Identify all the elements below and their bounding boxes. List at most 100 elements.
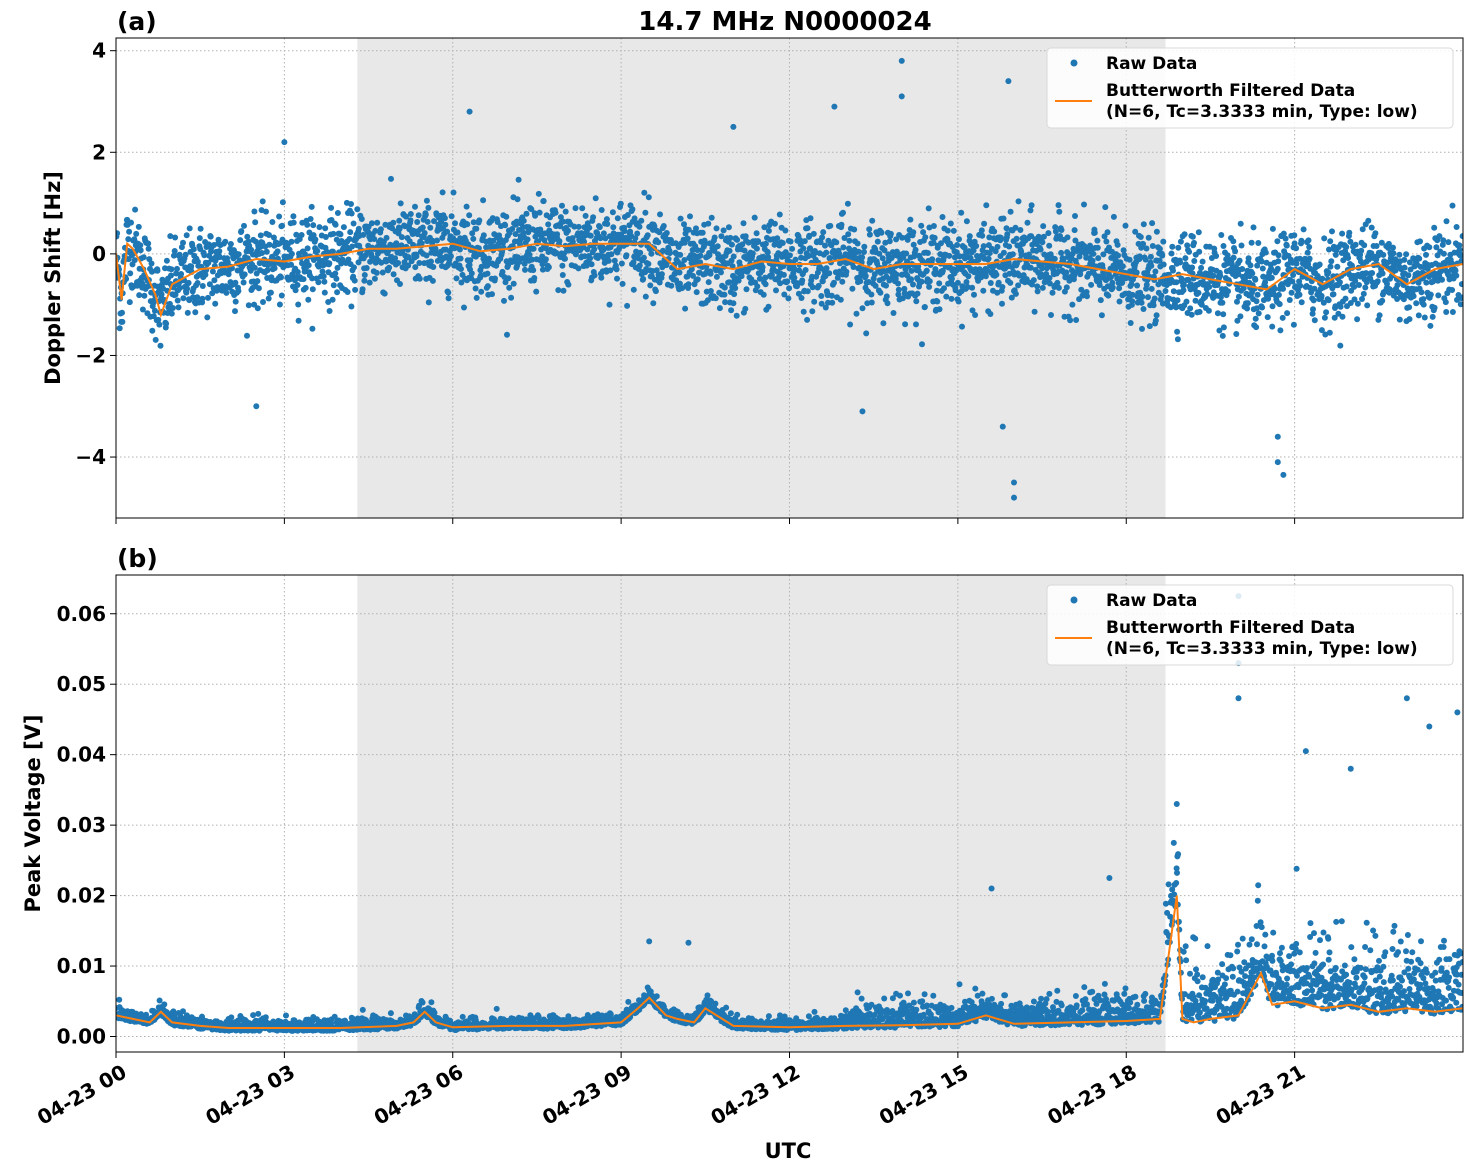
raw-data-point [681, 257, 688, 263]
raw-data-point [514, 254, 521, 261]
raw-data-point [1095, 255, 1102, 262]
raw-data-point [521, 260, 528, 267]
raw-data-point [520, 217, 527, 224]
raw-data-point [373, 269, 380, 276]
raw-data-point [1119, 263, 1126, 270]
raw-data-point [266, 232, 272, 238]
raw-data-point [489, 291, 495, 298]
raw-data-point [656, 279, 663, 286]
raw-data-point [1040, 223, 1047, 230]
raw-data-point [1052, 228, 1059, 235]
raw-data-point [1264, 314, 1271, 321]
raw-data-point [1170, 288, 1177, 295]
raw-data-point [999, 423, 1006, 430]
raw-data-point [1180, 287, 1187, 294]
raw-data-point [1216, 327, 1223, 334]
raw-data-point [1298, 299, 1305, 306]
raw-data-point [676, 269, 683, 276]
raw-data-point [403, 213, 409, 220]
raw-data-point [1084, 293, 1090, 300]
raw-data-point [780, 271, 787, 278]
raw-data-point [531, 275, 538, 281]
raw-data-point [290, 213, 297, 220]
raw-data-point [320, 273, 327, 280]
raw-data-point [1015, 282, 1022, 289]
raw-data-point [1363, 270, 1370, 277]
raw-data-point [1306, 244, 1313, 250]
raw-data-point [1127, 320, 1134, 326]
raw-data-point [512, 231, 519, 238]
raw-data-point [1347, 300, 1354, 306]
raw-data-point [442, 221, 449, 228]
raw-data-point [820, 229, 827, 236]
raw-data-point [818, 300, 825, 307]
raw-data-point [1290, 321, 1297, 328]
raw-data-point [559, 272, 566, 278]
raw-data-point [655, 239, 662, 246]
raw-data-point [1277, 327, 1284, 334]
raw-data-point [1318, 292, 1325, 299]
raw-data-point [1407, 266, 1414, 273]
raw-data-point [132, 206, 139, 213]
raw-data-point [1283, 242, 1290, 249]
raw-data-point [1235, 271, 1242, 278]
raw-data-point [1352, 277, 1359, 284]
raw-data-point [473, 225, 480, 232]
raw-data-point [278, 292, 285, 299]
raw-data-point [245, 302, 252, 309]
raw-data-point [762, 240, 769, 247]
raw-data-point [254, 278, 261, 285]
raw-data-point [206, 281, 213, 288]
raw-data-point [1417, 238, 1423, 245]
raw-data-point [605, 257, 612, 264]
raw-data-point [1351, 296, 1358, 303]
raw-data-point [934, 298, 941, 305]
raw-data-point [263, 208, 269, 215]
raw-data-point [1139, 293, 1146, 300]
raw-data-point [1003, 225, 1010, 232]
raw-data-point [812, 249, 819, 256]
raw-data-point [238, 228, 245, 235]
raw-data-point [163, 257, 170, 264]
raw-data-point [1253, 305, 1260, 312]
raw-data-point [755, 238, 762, 245]
raw-data-point [908, 267, 915, 274]
raw-data-point [325, 299, 332, 305]
raw-data-point [1252, 276, 1259, 283]
raw-data-point [1007, 208, 1014, 215]
raw-data-point [397, 200, 404, 207]
raw-data-point [972, 312, 979, 318]
raw-data-point [445, 295, 452, 302]
raw-data-point [1390, 250, 1397, 257]
series-filtered-line [116, 241, 1463, 319]
raw-data-point [152, 336, 159, 343]
raw-data-point [530, 245, 537, 252]
raw-data-point [247, 267, 254, 274]
raw-data-point [1137, 234, 1144, 240]
raw-data-point [333, 275, 340, 282]
raw-data-point [1198, 264, 1205, 271]
raw-data-point [608, 251, 615, 258]
raw-data-point [861, 249, 867, 255]
raw-data-point [1296, 255, 1303, 262]
raw-data-point [368, 220, 375, 227]
raw-data-point [1237, 313, 1244, 320]
raw-data-point [1326, 329, 1333, 336]
raw-data-point [739, 241, 746, 248]
raw-data-point [588, 261, 595, 268]
raw-data-point [1214, 310, 1221, 317]
raw-data-point [355, 225, 362, 232]
raw-data-point [756, 275, 763, 282]
raw-data-point [1072, 237, 1079, 244]
raw-data-point [1316, 261, 1323, 268]
raw-data-point [726, 279, 733, 286]
raw-data-point [1244, 305, 1251, 312]
raw-data-point [857, 278, 864, 285]
raw-data-point [872, 282, 879, 289]
raw-data-point [1354, 316, 1361, 323]
raw-data-point [1293, 260, 1300, 267]
raw-data-point [850, 264, 857, 270]
raw-data-point [944, 227, 951, 234]
raw-data-point [993, 271, 1000, 278]
